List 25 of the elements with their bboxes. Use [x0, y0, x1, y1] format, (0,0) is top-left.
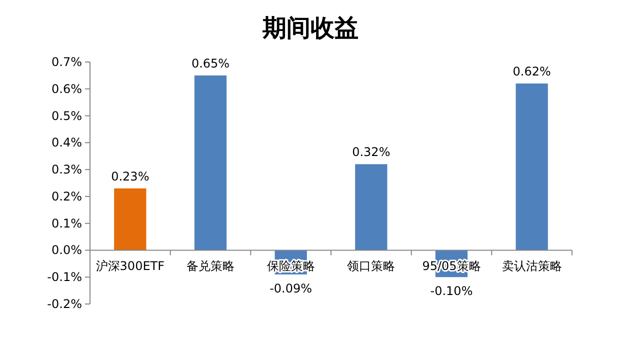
x-tick-label: 领口策略: [347, 259, 396, 274]
y-tick-label: 0.5%: [52, 108, 82, 123]
y-tick-label: -0.2%: [47, 297, 82, 311]
y-tick-label: 0.0%: [52, 243, 82, 258]
data-label: 0.65%: [191, 56, 230, 70]
data-label: 0.62%: [512, 64, 551, 79]
x-tick-label: 备兑策略: [186, 259, 234, 274]
data-label: -0.10%: [430, 284, 473, 298]
y-tick-label: 0.2%: [52, 189, 82, 204]
data-label: 0.23%: [111, 169, 150, 184]
bar: [355, 164, 388, 250]
data-label: 0.32%: [352, 145, 390, 160]
chart-title: 期间收益: [262, 14, 358, 42]
y-tick-label: 0.4%: [52, 136, 82, 150]
bar: [114, 188, 146, 250]
y-tick-label: 0.7%: [52, 55, 82, 69]
y-tick-label: 0.1%: [52, 216, 82, 230]
bar: [516, 84, 548, 250]
x-tick-label: 卖认沽策略: [502, 259, 562, 274]
x-tick-label: 沪深300ETF: [96, 259, 165, 274]
y-tick-label: -0.1%: [47, 270, 82, 284]
data-label: -0.09%: [270, 281, 312, 296]
bar: [194, 75, 227, 250]
y-tick-label: 0.3%: [52, 162, 82, 177]
y-tick-label: 0.6%: [52, 82, 82, 96]
